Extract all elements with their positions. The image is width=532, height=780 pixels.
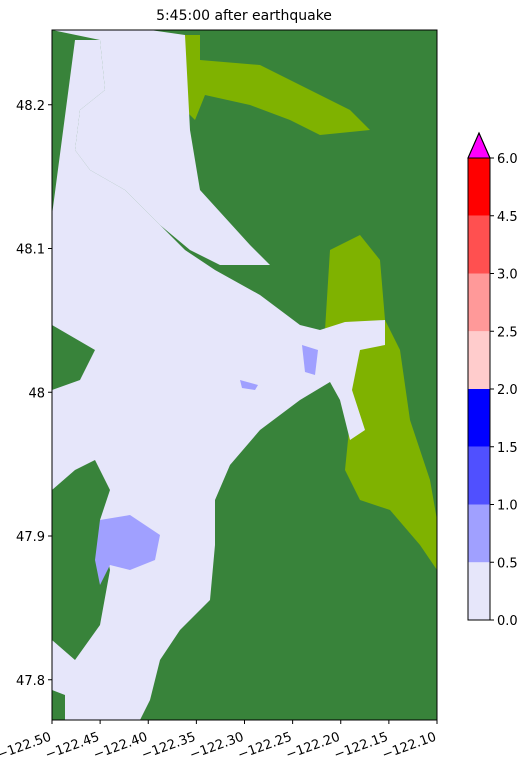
colorbar-tick-label: 2.5	[497, 325, 518, 340]
x-tick-label: −122.25	[236, 730, 294, 763]
lowland	[150, 35, 370, 135]
chart-title: 5:45:00 after earthquake	[156, 8, 332, 24]
x-tick-label: −122.50	[0, 730, 53, 763]
y-tick-label: 47.8	[16, 674, 45, 689]
colorbar-segment	[468, 562, 490, 620]
x-tick-label: −122.35	[140, 730, 198, 763]
y-tick-label: 48.1	[16, 243, 45, 258]
colorbar-extend	[467, 131, 491, 159]
colorbar-segment	[468, 273, 490, 332]
colorbar-tick-label: 6.0	[497, 152, 518, 167]
water	[52, 30, 270, 265]
colorbar-segment	[468, 446, 490, 505]
inundation	[240, 345, 318, 390]
colorbar-tick-label: 1.0	[497, 499, 518, 514]
lowland	[325, 235, 437, 570]
colorbar-tick-label: 4.5	[497, 210, 518, 225]
colorbar-segment	[468, 389, 490, 447]
colorbar-segment	[468, 331, 490, 389]
x-tick-label: −122.40	[91, 730, 149, 763]
map-layer	[51, 29, 438, 721]
x-tick-label: −122.20	[284, 730, 342, 763]
y-tick-label: 47.9	[16, 530, 45, 545]
x-tick-label: −122.30	[188, 730, 246, 763]
colorbar-segment	[468, 158, 490, 216]
y-tick-label: 48.2	[16, 99, 45, 114]
colorbar-segment	[468, 504, 490, 563]
x-tick-label: −122.15	[332, 730, 390, 763]
colorbar-frame	[467, 131, 491, 621]
colorbar-tick-label: 0.5	[497, 556, 518, 571]
colorbar-tick-label: 0.0	[497, 614, 518, 629]
inundation	[95, 515, 160, 585]
colorbar-tick-label: 3.0	[497, 268, 518, 283]
colorbar-segment	[468, 215, 490, 274]
x-tick-label: −122.45	[43, 730, 101, 763]
colorbar-tick-label: 1.5	[497, 441, 518, 456]
x-tick-label: −122.10	[380, 730, 438, 763]
colorbar-tick-label: 2.0	[497, 383, 518, 398]
y-tick-label: 48	[28, 386, 45, 401]
